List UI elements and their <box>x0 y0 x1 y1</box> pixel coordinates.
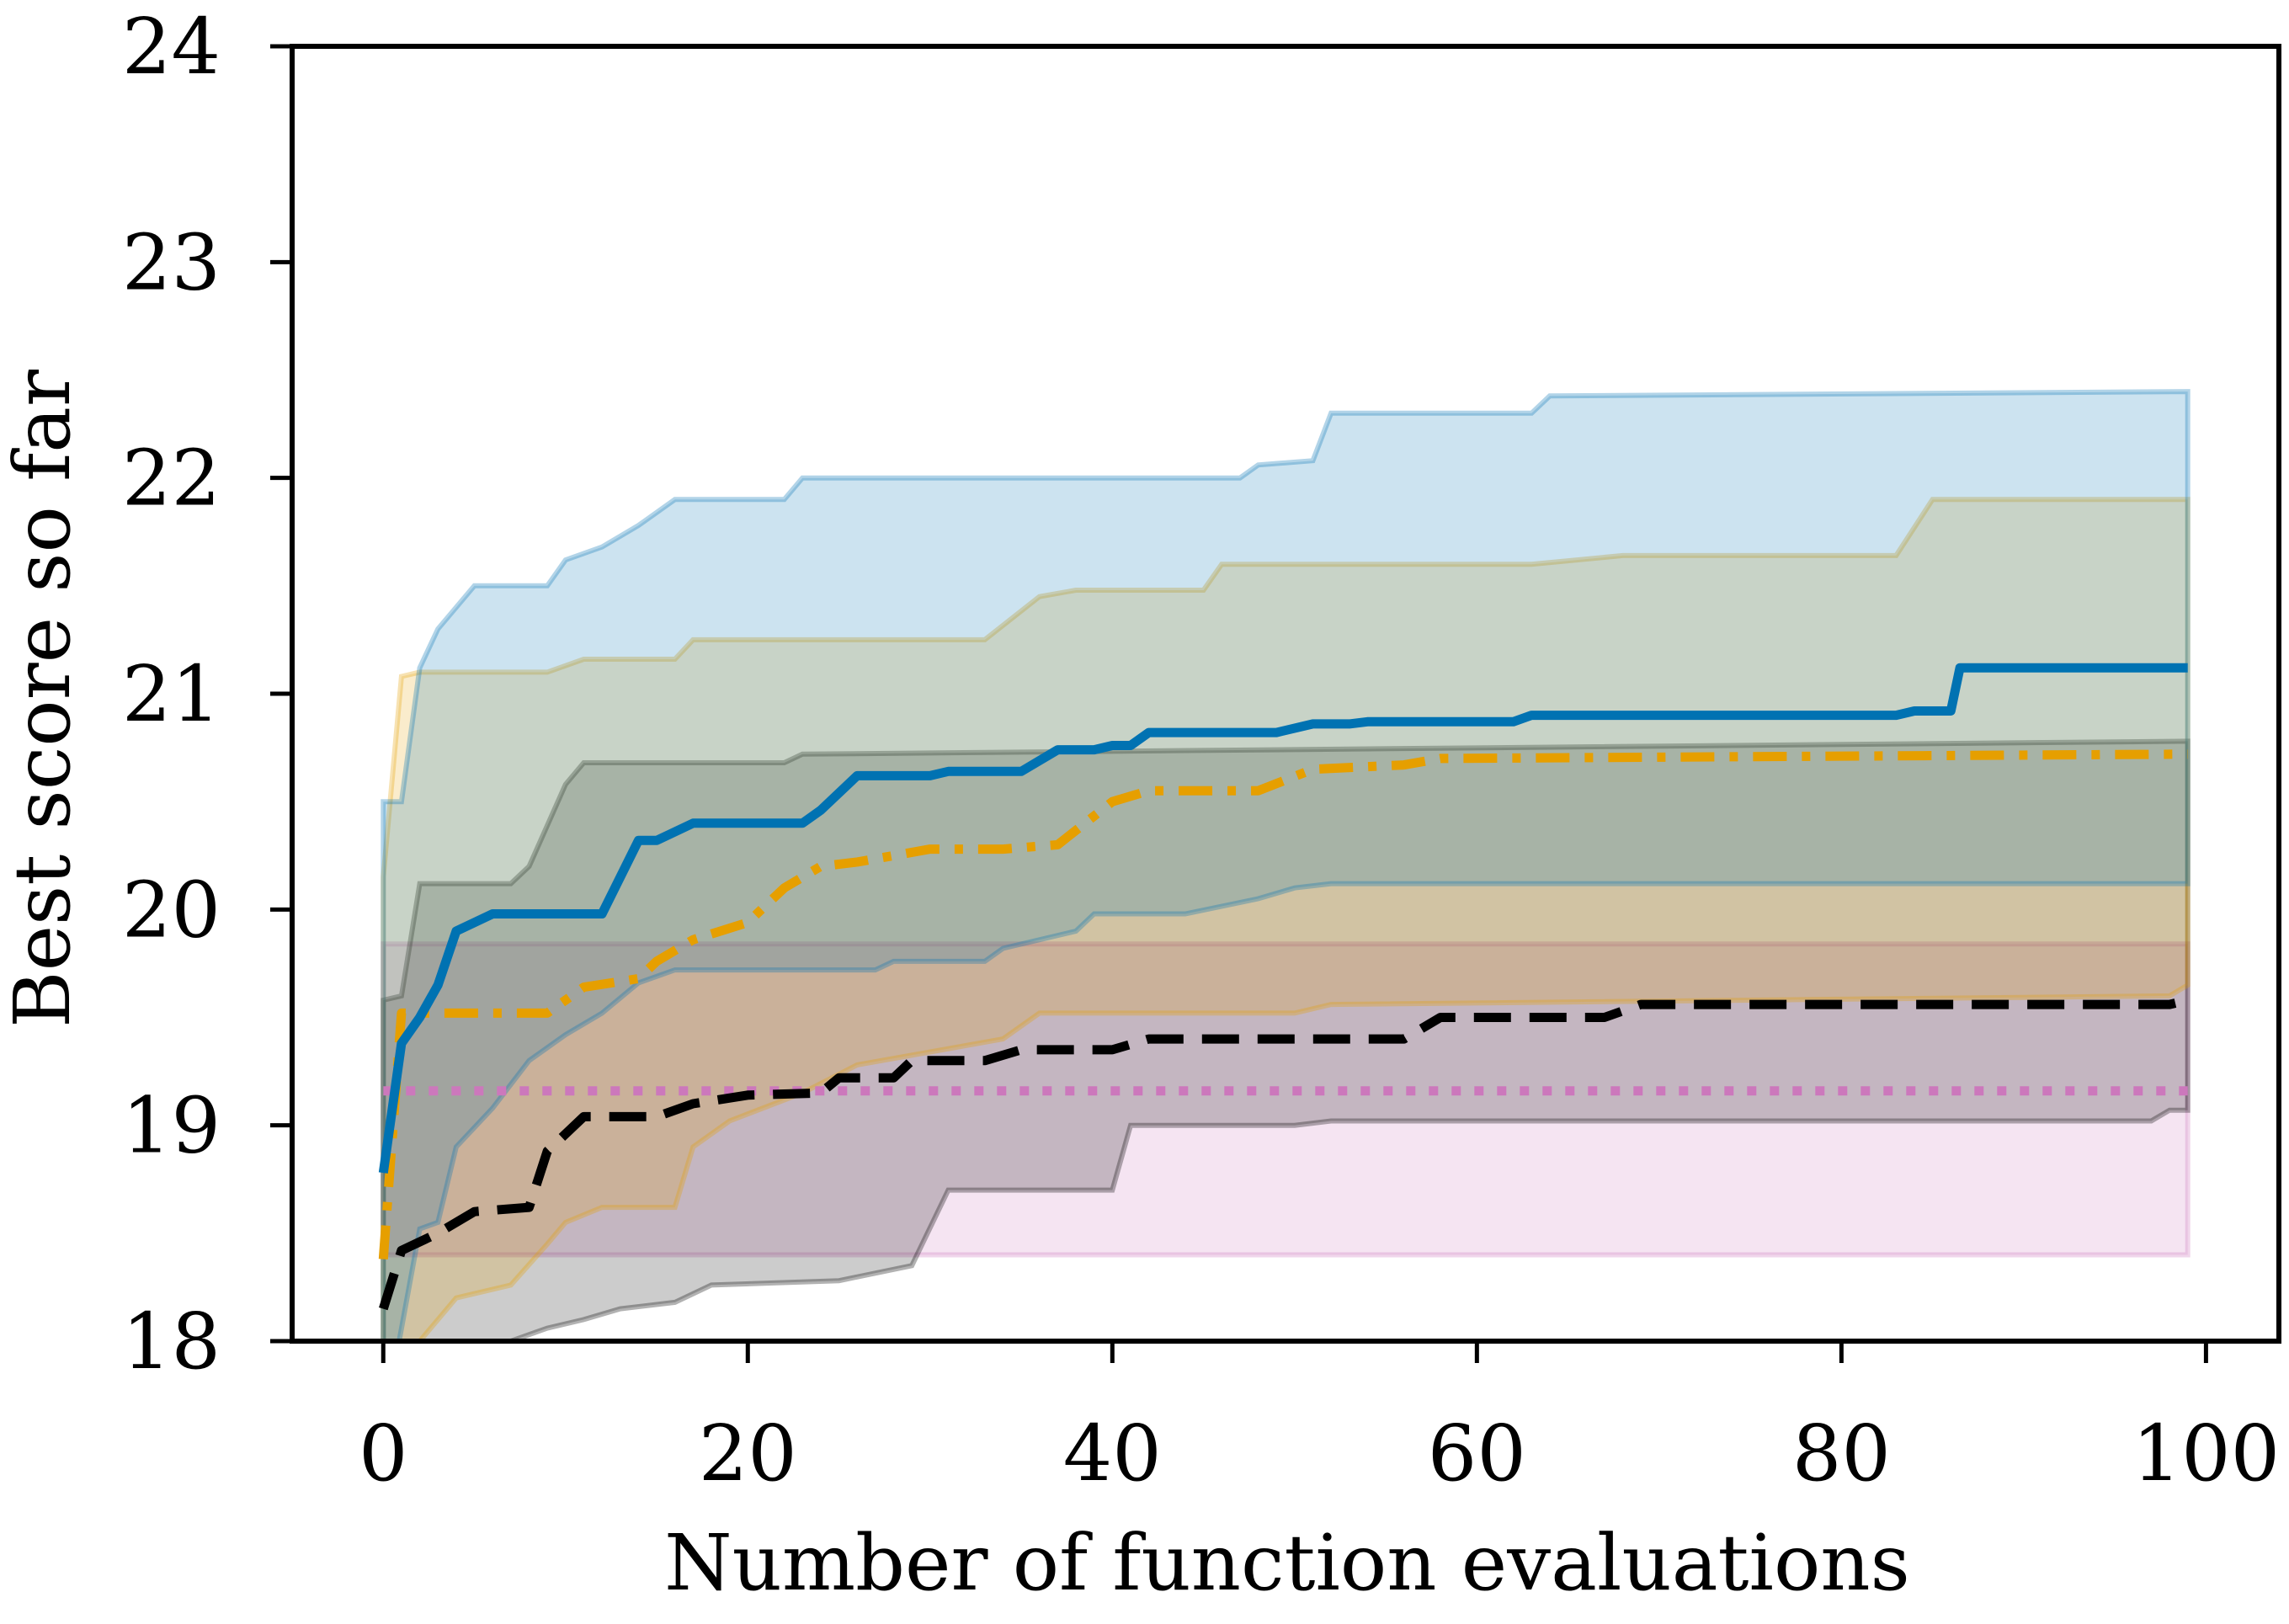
line-orange-dashdot <box>378 749 2188 1260</box>
y-tick-label: 19 <box>122 1081 221 1171</box>
band-blue-solid <box>381 389 2191 1341</box>
x-tick-label: 0 <box>359 1408 408 1499</box>
y-axis-label: Best score so far <box>0 370 88 1028</box>
series-lines <box>378 663 2189 1311</box>
plot-frame <box>290 44 2281 1344</box>
x-axis-label: Number of function evaluations <box>664 1518 1910 1608</box>
confidence-bands <box>381 389 2191 1341</box>
x-tick-label: 80 <box>1792 1408 1891 1499</box>
x-tick-label: 100 <box>2132 1408 2281 1499</box>
line-black-dashed <box>379 995 2189 1311</box>
x-tick-label: 20 <box>699 1408 797 1499</box>
y-tick-label: 23 <box>122 217 221 307</box>
y-tick-label: 20 <box>122 865 221 955</box>
band-orange-dashdot <box>381 497 2191 1341</box>
line-blue-solid <box>378 663 2188 1174</box>
x-tick-label: 40 <box>1063 1408 1162 1499</box>
y-tick-label: 21 <box>122 649 221 739</box>
axis-ticks: 0 20 40 60 80 100 18 19 20 21 22 23 24 <box>122 2 2280 1499</box>
y-tick-label: 22 <box>122 434 221 524</box>
x-tick-label: 60 <box>1428 1408 1526 1499</box>
y-tick-label: 18 <box>122 1297 221 1387</box>
y-tick-label: 24 <box>122 2 221 92</box>
